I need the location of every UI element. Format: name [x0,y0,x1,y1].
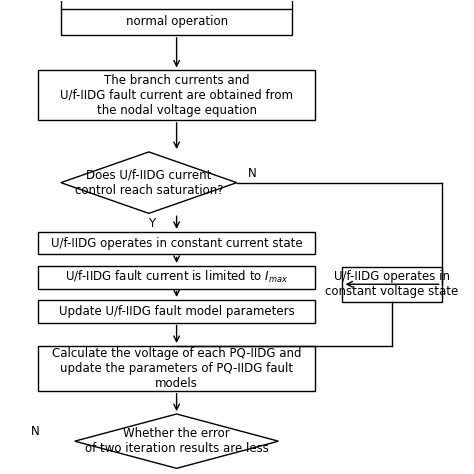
Text: N: N [248,167,257,180]
Text: N: N [31,425,40,438]
FancyBboxPatch shape [38,232,316,255]
FancyBboxPatch shape [38,71,316,120]
Polygon shape [75,414,278,468]
FancyBboxPatch shape [61,9,292,35]
Text: Whether the error
of two iteration results are less: Whether the error of two iteration resul… [85,427,269,455]
Polygon shape [61,152,237,213]
Text: The branch currents and
U/f-IIDG fault current are obtained from
the nodal volta: The branch currents and U/f-IIDG fault c… [60,74,293,117]
Text: U/f-IIDG operates in
constant voltage state: U/f-IIDG operates in constant voltage st… [325,270,458,298]
Text: U/f-IIDG fault current is limited to $I_{max}$: U/f-IIDG fault current is limited to $I_… [65,269,288,285]
FancyBboxPatch shape [38,346,316,391]
Text: U/f-IIDG operates in constant current state: U/f-IIDG operates in constant current st… [51,237,302,250]
FancyBboxPatch shape [38,266,316,289]
Text: Y: Y [147,217,155,230]
Text: Calculate the voltage of each PQ-IIDG and
update the parameters of PQ-IIDG fault: Calculate the voltage of each PQ-IIDG an… [52,347,301,390]
FancyBboxPatch shape [38,300,316,322]
Text: Update U/f-IIDG fault model parameters: Update U/f-IIDG fault model parameters [59,305,294,318]
Text: Does U/f-IIDG current
control reach saturation?: Does U/f-IIDG current control reach satu… [74,169,223,197]
Text: normal operation: normal operation [126,16,228,28]
FancyBboxPatch shape [342,266,442,302]
